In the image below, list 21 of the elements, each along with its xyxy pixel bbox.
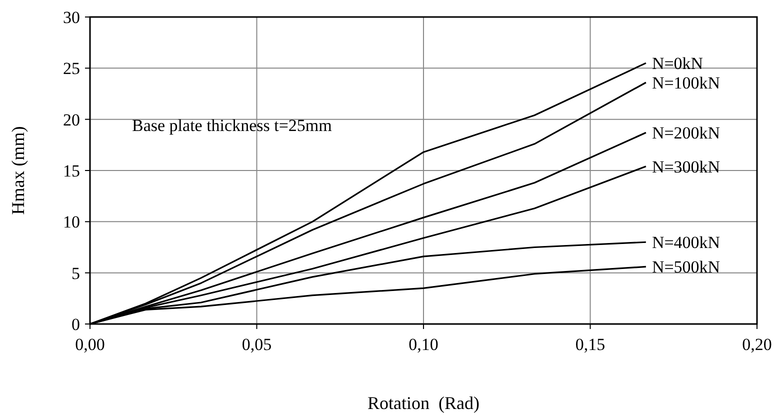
y-tick-label: 30 <box>63 8 80 27</box>
x-tick-label: 0,10 <box>408 335 438 354</box>
x-axis-title: Rotation (Rad) <box>368 393 480 413</box>
series-label: N=400kN <box>652 233 720 252</box>
annotation: Base plate thickness t=25mm <box>132 116 332 135</box>
y-tick-label: 0 <box>72 315 80 334</box>
series-label: N=0kN <box>652 54 704 74</box>
y-axis-title: Hmax (mm) <box>8 126 28 215</box>
y-tick-label: 15 <box>63 162 80 180</box>
series-label: N=100kN <box>652 73 720 92</box>
y-tick-label: 10 <box>63 212 80 232</box>
series-label: N=500kN <box>652 258 720 277</box>
series-label: N=300kN <box>652 157 720 176</box>
series-label: N=200kN <box>652 124 720 143</box>
x-tick-label: 0,20 <box>742 335 772 354</box>
x-tick-label: 0,00 <box>75 335 105 354</box>
x-tick-label: 0,15 <box>575 335 606 354</box>
y-tick-label: 25 <box>63 59 80 78</box>
x-tick-label: 0,05 <box>242 335 272 354</box>
y-tick-label: 20 <box>63 110 80 130</box>
y-tick-label: 5 <box>72 264 80 283</box>
